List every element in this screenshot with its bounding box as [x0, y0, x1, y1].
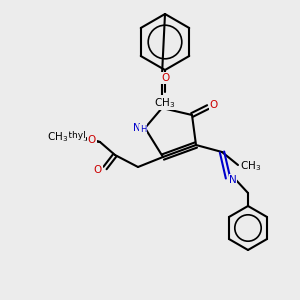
Text: H: H [140, 124, 146, 134]
Text: CH$_3$: CH$_3$ [47, 130, 68, 144]
Text: O: O [88, 135, 96, 145]
Text: N: N [229, 175, 237, 185]
Text: methyl: methyl [54, 130, 86, 140]
Text: O: O [210, 100, 218, 110]
Text: CH$_3$: CH$_3$ [240, 159, 261, 173]
Text: O: O [161, 73, 169, 83]
Text: N: N [133, 123, 141, 133]
Text: CH$_3$: CH$_3$ [154, 96, 176, 110]
Text: O: O [94, 165, 102, 175]
Text: N: N [158, 96, 166, 106]
